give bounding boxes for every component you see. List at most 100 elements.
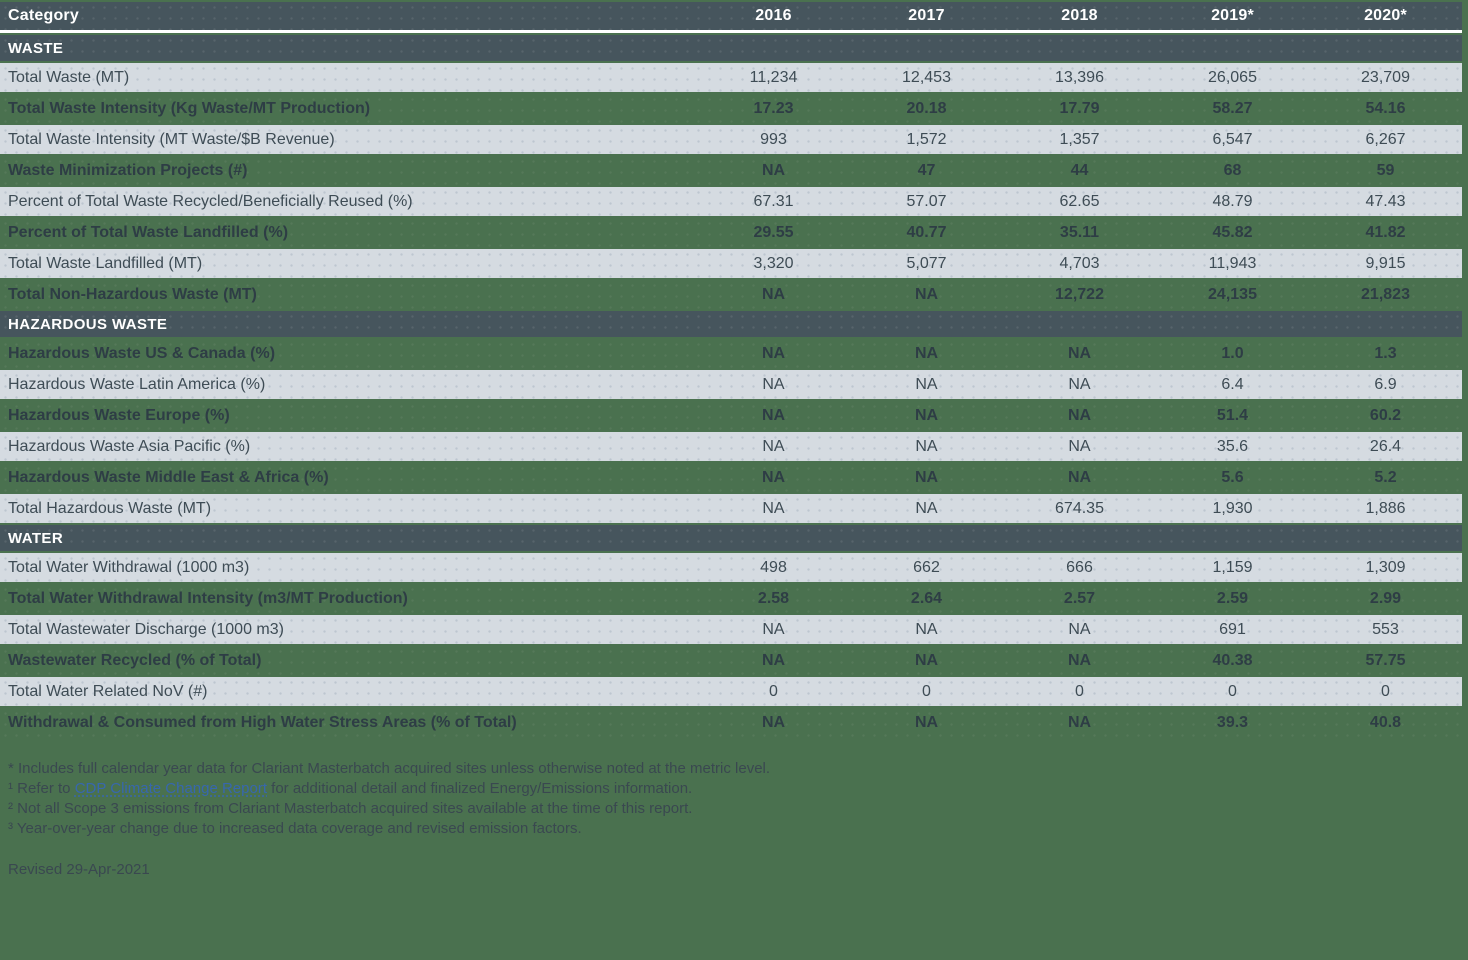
category-cell: Wastewater Recycled (% of Total) [8,651,262,669]
value-cell: NA [761,713,786,731]
value-cell: 39.3 [1216,713,1249,731]
value-cell: 1,357 [1059,130,1100,148]
value-cell: 1,572 [906,130,947,148]
table-body: WASTE Total Waste (MT) 11,234 12,453 13,396 2… [0,35,1462,737]
value-cell: 26,065 [1208,68,1257,86]
value-cell: 1,886 [1365,499,1406,517]
value-cell: 993 [760,130,787,148]
value-cell: 2.58 [757,589,790,607]
value-cell: 0 [1228,682,1237,700]
table-row: Total Waste Intensity (Kg Waste/MT Produ… [0,94,1462,123]
value-cell: 60.2 [1369,406,1402,424]
table-row: Total Non-Hazardous Waste (MT) NA NA 12,722… [0,280,1462,309]
table-row: Total Waste Landfilled (MT) 3,320 5,077 4,7… [0,249,1462,278]
value-cell: 35.11 [1059,223,1100,241]
value-cell: 5.2 [1374,468,1397,486]
value-cell: 41.82 [1365,223,1406,241]
value-cell: NA [761,468,786,486]
value-cell: 47.43 [1365,192,1406,210]
value-cell: 54.16 [1365,99,1406,117]
value-cell: 67.31 [753,192,794,210]
column-header-2018: 2018 [1061,7,1098,24]
category-cell: Total Non-Hazardous Waste (MT) [8,285,257,303]
value-cell: 12,722 [1055,285,1104,303]
category-cell: Total Waste Intensity (MT Waste/$B Reven… [8,130,335,148]
value-cell: 57.75 [1365,651,1406,669]
value-cell: 45.82 [1212,223,1253,241]
footnote-asterisk: * Includes full calendar year data for C… [8,760,771,777]
value-cell: 17.79 [1059,99,1100,117]
value-cell: 11,234 [749,68,798,86]
value-cell: 1.0 [1221,344,1244,362]
value-cell: 2.99 [1369,589,1402,607]
footnote-1-prefix: ¹ Refer to [8,780,75,797]
value-cell: 58.27 [1212,99,1253,117]
category-cell: Total Water Withdrawal Intensity (m3/MT … [8,589,408,607]
category-cell: Hazardous Waste Europe (%) [8,406,230,424]
value-cell: 6,267 [1365,130,1406,148]
value-cell: 40.8 [1369,713,1402,731]
value-cell: NA [914,651,939,669]
value-cell: 1,159 [1212,558,1253,576]
footnotes: * Includes full calendar year data for C… [8,759,1468,839]
category-cell: Hazardous Waste Asia Pacific (%) [8,437,251,455]
value-cell: NA [915,620,938,638]
value-cell: 0 [769,682,778,700]
table-row: Hazardous Waste US & Canada (%) NA NA NA 1.0… [0,339,1462,368]
table-row: Total Water Withdrawal (1000 m3) 498 662 66… [0,553,1462,582]
value-cell: NA [761,161,786,179]
table-row: Waste Minimization Projects (#) NA 47 44 68 5… [0,156,1462,185]
value-cell: 20.18 [906,99,947,117]
category-cell: Total Water Related NoV (#) [8,682,208,700]
value-cell: 3,320 [753,254,794,272]
value-cell: NA [1068,620,1091,638]
value-cell: 666 [1066,558,1093,576]
value-cell: NA [915,437,938,455]
value-cell: 674.35 [1055,499,1104,517]
category-cell: Total Waste Intensity (Kg Waste/MT Produ… [8,99,371,117]
revised-date: Revised 29-Apr-2021 [8,861,150,878]
value-cell: 9,915 [1365,254,1406,272]
category-cell: Total Water Withdrawal (1000 m3) [8,558,250,576]
value-cell: 40.38 [1212,651,1253,669]
table-row: Percent of Total Waste Landfilled (%) 29.… [0,218,1462,247]
value-cell: 44 [1070,161,1089,179]
value-cell: 4,703 [1059,254,1100,272]
category-cell: Hazardous Waste US & Canada (%) [8,344,276,362]
value-cell: 0 [1075,682,1084,700]
category-cell: Hazardous Waste Latin America (%) [8,375,266,393]
value-cell: 57.07 [906,192,947,210]
value-cell: NA [915,499,938,517]
value-cell: 51.4 [1216,406,1249,424]
category-cell: Percent of Total Waste Landfilled (%) [8,223,289,241]
value-cell: NA [761,406,786,424]
value-cell: 40.77 [906,223,947,241]
value-cell: 47 [917,161,936,179]
value-cell: 553 [1372,620,1399,638]
value-cell: 6,547 [1212,130,1253,148]
cdp-climate-change-report-link[interactable]: CDP Climate Change Report [74,780,267,797]
value-cell: 1,309 [1365,558,1406,576]
category-cell: Total Wastewater Discharge (1000 m3) [8,620,284,638]
value-cell: 12,453 [902,68,951,86]
table-row: Hazardous Waste Europe (%) NA NA NA 51.4 60.2 [0,401,1462,430]
value-cell: 35.6 [1216,437,1249,455]
category-cell: Withdrawal & Consumed from High Water St… [8,713,517,731]
value-cell: 1.3 [1374,344,1397,362]
table-row: Total Waste (MT) 11,234 12,453 13,396 26,065… [0,63,1462,92]
value-cell: NA [761,285,786,303]
value-cell: NA [915,375,938,393]
value-cell: NA [1067,468,1092,486]
section-header: HAZARDOUS WASTE [0,311,1462,337]
column-header-2016: 2016 [755,7,792,24]
value-cell: NA [762,499,785,517]
table-header-row: Category 2016 2017 2018 2019* 2020* [0,2,1462,33]
footnote-1-suffix: for additional detail and finalized Ener… [267,780,693,797]
value-cell: 5.6 [1221,468,1244,486]
value-cell: 68 [1223,161,1242,179]
category-cell: Total Hazardous Waste (MT) [8,499,212,517]
column-header-2017: 2017 [908,7,945,24]
category-cell: Percent of Total Waste Recycled/Benefici… [8,192,413,210]
value-cell: NA [762,620,785,638]
value-cell: NA [1068,375,1091,393]
